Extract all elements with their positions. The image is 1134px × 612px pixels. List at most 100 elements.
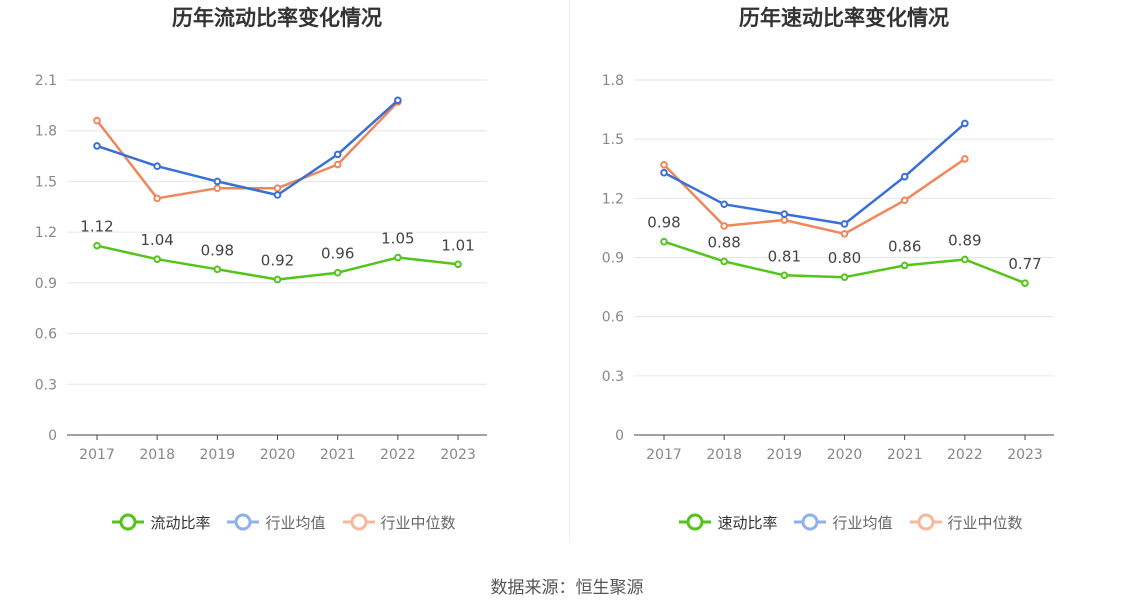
data-point: [333, 268, 342, 277]
data-label: 0.81: [768, 247, 801, 265]
y-tick-label: 1.8: [602, 73, 624, 89]
legend-item-industry-mean[interactable]: 行业均值: [226, 508, 326, 536]
data-point: [153, 194, 161, 203]
data-point: [213, 184, 222, 192]
data-point: [900, 172, 909, 181]
data-point: [961, 255, 969, 264]
y-tick-label: 2.1: [35, 73, 57, 89]
y-tick-label: 1.5: [35, 174, 57, 190]
legend-line-circle-icon: [227, 513, 260, 531]
legend-label: 行业均值: [832, 513, 893, 532]
series-line: [96, 99, 399, 197]
legend-line-circle-icon: [794, 513, 827, 531]
data-label: 1.01: [441, 236, 474, 254]
data-label: 0.86: [888, 237, 921, 255]
data-point: [93, 142, 101, 150]
data-point: [961, 119, 969, 128]
data-point: [720, 257, 728, 266]
legend-item-industry-mean[interactable]: 行业均值: [793, 508, 893, 536]
data-label: 0.98: [647, 214, 680, 232]
legend-line-circle-icon: [679, 513, 712, 531]
x-tick-label: 2018: [139, 447, 175, 463]
y-tick-label: 0.9: [35, 276, 57, 292]
legend-item-industry-median[interactable]: 行业中位数: [909, 508, 1023, 536]
legend-label: 行业均值: [265, 513, 326, 532]
data-point: [394, 253, 402, 262]
data-point: [213, 265, 222, 274]
x-tick-label: 2019: [767, 447, 803, 463]
quick-ratio-legend: 速动比率 行业均值 行业中位数: [567, 508, 1134, 536]
y-tick-label: 0.3: [35, 377, 57, 393]
current-ratio-panel: 历年流动比率变化情况 0 0.3 0.6 0.9 1.2 1.5 1.8 2.1 2017 2018…: [0, 0, 567, 560]
x-tick-label: 2021: [320, 447, 356, 463]
data-point: [153, 255, 161, 263]
x-tick-label: 2023: [440, 447, 476, 463]
x-tick-label: 2022: [947, 447, 983, 463]
y-tick-label: 1.8: [35, 124, 57, 140]
data-point: [660, 161, 668, 169]
data-label: 1.04: [140, 231, 173, 249]
legend-item-industry-median[interactable]: 行业中位数: [342, 508, 456, 536]
quick-ratio-panel: 历年速动比率变化情况 0 0.3 0.6 0.9 1.2 1.5 1.8 2017 2018 201…: [567, 0, 1134, 560]
current-ratio-legend: 流动比率 行业均值 行业中位数: [0, 508, 567, 536]
data-point: [273, 184, 282, 192]
series-line: [663, 122, 966, 226]
data-point: [780, 216, 789, 224]
y-tick-label: 1.2: [602, 191, 624, 207]
data-point: [780, 210, 789, 218]
data-label: 0.80: [828, 249, 861, 267]
data-label: 0.98: [201, 241, 234, 259]
y-tick-label: 0.6: [35, 327, 57, 343]
data-point: [840, 273, 849, 282]
x-tick-label: 2020: [260, 447, 296, 463]
data-point: [153, 162, 161, 171]
legend-label: 流动比率: [150, 513, 211, 532]
data-point: [333, 150, 342, 159]
data-label: 0.88: [707, 233, 740, 251]
data-point: [1021, 279, 1029, 287]
x-tick-label: 2021: [887, 447, 923, 463]
data-point: [213, 177, 222, 186]
y-tick-label: 0.3: [602, 369, 624, 385]
y-tick-label: 0: [615, 428, 624, 444]
chart-title: 历年流动比率变化情况: [172, 6, 382, 30]
legend-line-circle-icon: [342, 513, 375, 531]
data-point: [900, 196, 909, 205]
data-point: [840, 220, 849, 228]
legend-line-circle-icon: [112, 513, 145, 531]
x-tick-label: 2020: [827, 447, 863, 463]
y-tick-label: 1.5: [602, 132, 624, 148]
series-line: [663, 157, 966, 236]
x-tick-label: 2017: [79, 447, 115, 463]
data-label: 1.05: [381, 230, 414, 248]
y-tick-label: 0: [48, 428, 57, 444]
panel-divider: [569, 0, 570, 542]
data-point: [93, 116, 101, 125]
x-tick-label: 2018: [706, 447, 742, 463]
legend-line-circle-icon: [909, 513, 942, 531]
legend-label: 行业中位数: [947, 513, 1023, 532]
data-point: [273, 275, 282, 284]
data-label: 0.92: [261, 251, 294, 269]
data-point: [273, 191, 282, 199]
current-ratio-chart: 历年流动比率变化情况 0 0.3 0.6 0.9 1.2 1.5 1.8 2.1 2017 2018…: [35, 6, 487, 463]
x-tick-label: 2017: [646, 447, 682, 463]
x-tick-label: 2019: [200, 447, 236, 463]
quick-ratio-chart: 历年速动比率变化情况 0 0.3 0.6 0.9 1.2 1.5 1.8 2017 2018 201…: [602, 6, 1054, 463]
y-tick-label: 0.6: [602, 310, 624, 326]
legend-item-quick-ratio[interactable]: 速动比率: [678, 508, 777, 536]
data-point: [333, 160, 342, 169]
legend-item-current-ratio[interactable]: 流动比率: [111, 508, 210, 536]
data-point: [900, 261, 909, 270]
data-label: 0.89: [948, 231, 981, 249]
data-point: [394, 96, 402, 105]
x-tick-label: 2022: [380, 447, 416, 463]
data-point: [720, 222, 728, 230]
data-point: [961, 155, 969, 163]
series-line: [96, 101, 399, 200]
data-point: [93, 241, 101, 250]
chart-title: 历年速动比率变化情况: [739, 6, 949, 30]
data-label: 0.96: [321, 245, 354, 263]
y-tick-label: 0.9: [602, 251, 624, 267]
data-label: 0.77: [1008, 255, 1041, 273]
